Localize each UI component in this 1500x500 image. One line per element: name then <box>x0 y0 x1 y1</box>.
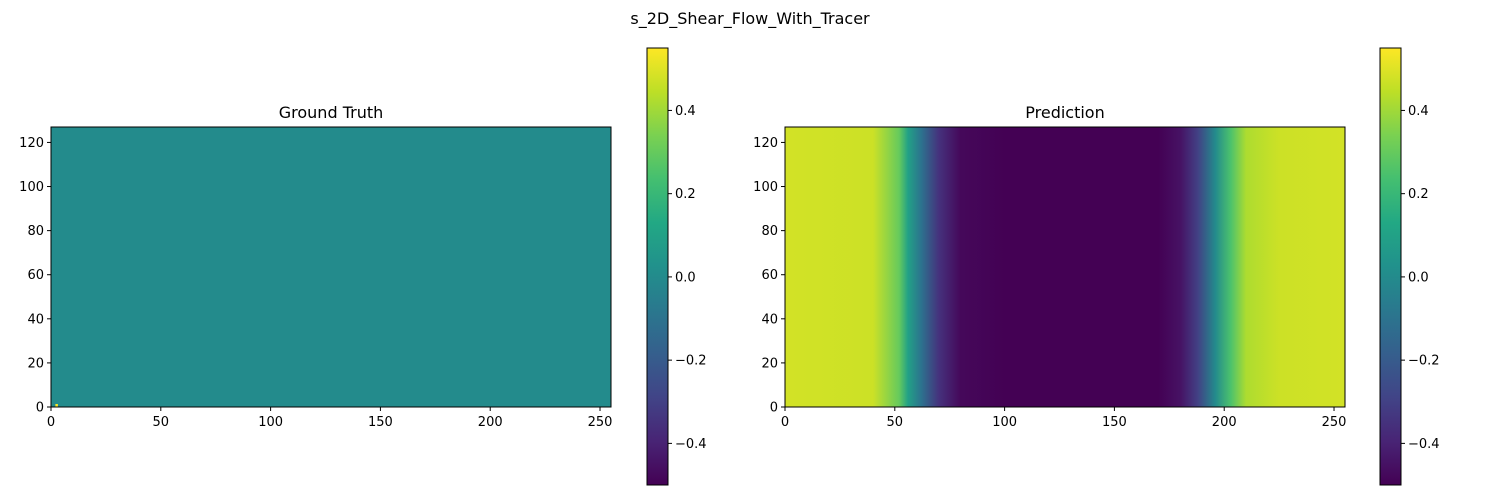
heatmap-image <box>51 127 611 407</box>
heatmap-image <box>785 127 1345 407</box>
y-tick-label: 120 <box>19 136 44 151</box>
colorbar-tick-label: 0.4 <box>675 104 696 119</box>
colorbar-tick-label: 0.4 <box>1408 104 1429 119</box>
panel-prediction: Prediction 0 50 100 150 200 250 0 20 40 60 80 100 12… <box>753 47 1440 486</box>
y-tick-label: 20 <box>27 356 44 371</box>
x-tick-label: 150 <box>1102 415 1127 430</box>
colorbar-tick-label: 0.0 <box>675 270 696 285</box>
y-tick-label: 80 <box>27 224 44 239</box>
y-tick-label: 60 <box>27 268 44 283</box>
colorbar-ticks: −0.4 −0.2 0.0 0.2 0.4 <box>668 104 707 452</box>
x-tick-label: 250 <box>588 415 613 430</box>
y-tick-label: 20 <box>761 356 778 371</box>
y-tick-label: 60 <box>761 268 778 283</box>
colorbar-tick-label: −0.4 <box>675 437 707 452</box>
axes-frame <box>50 126 612 408</box>
colorbar-tick-label: −0.2 <box>1408 354 1440 369</box>
x-tick-label: 250 <box>1322 415 1347 430</box>
heatmap-hotspot <box>55 404 58 407</box>
colorbar-frame <box>1379 47 1402 486</box>
y-tick-label: 0 <box>36 401 44 416</box>
x-tick-label: 100 <box>258 415 283 430</box>
panel-ground-truth: Ground Truth 0 50 100 150 200 250 0 20 40 60 80 100… <box>19 47 707 486</box>
colorbar-tick-label: −0.4 <box>1408 437 1440 452</box>
colorbar <box>1380 48 1401 485</box>
colorbar-tick-label: 0.0 <box>1408 270 1429 285</box>
x-tick-label: 200 <box>1212 415 1237 430</box>
y-tick-label: 0 <box>770 401 778 416</box>
y-tick-label: 100 <box>753 180 778 195</box>
colorbar <box>647 48 668 485</box>
x-tick-label: 0 <box>781 415 789 430</box>
axis-ticks: 0 50 100 150 200 250 0 20 40 60 80 100 120 <box>19 136 612 430</box>
colorbar-frame <box>646 47 669 486</box>
y-tick-label: 80 <box>761 224 778 239</box>
x-tick-label: 50 <box>887 415 904 430</box>
axes-frame <box>784 126 1346 408</box>
y-tick-label: 120 <box>753 136 778 151</box>
figure-title: s_2D_Shear_Flow_With_Tracer <box>630 9 870 29</box>
colorbar-tick-label: 0.2 <box>1408 187 1429 202</box>
x-tick-label: 200 <box>478 415 503 430</box>
colorbar-ticks: −0.4 −0.2 0.0 0.2 0.4 <box>1401 104 1440 452</box>
panel-title: Ground Truth <box>279 103 384 122</box>
axis-ticks: 0 50 100 150 200 250 0 20 40 60 80 100 120 <box>753 136 1346 430</box>
y-tick-label: 40 <box>761 312 778 327</box>
y-tick-label: 100 <box>19 180 44 195</box>
y-tick-label: 40 <box>27 312 44 327</box>
x-tick-label: 150 <box>368 415 393 430</box>
x-tick-label: 0 <box>47 415 55 430</box>
x-tick-label: 50 <box>153 415 170 430</box>
colorbar-tick-label: 0.2 <box>675 187 696 202</box>
x-tick-label: 100 <box>992 415 1017 430</box>
colorbar-tick-label: −0.2 <box>675 354 707 369</box>
panel-title: Prediction <box>1025 103 1104 122</box>
